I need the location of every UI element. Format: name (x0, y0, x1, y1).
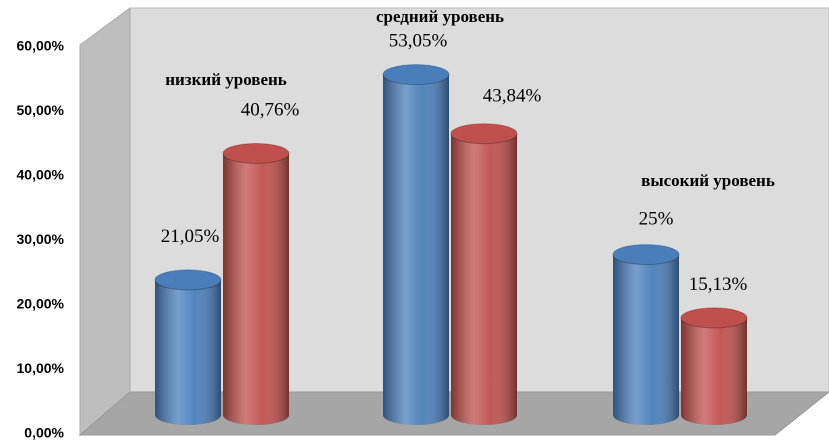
bar-shade (383, 74, 449, 416)
bar-shade (681, 317, 747, 415)
bar-top (222, 142, 290, 164)
value-label: 40,76% (241, 99, 300, 120)
category-label: высокий уровень (641, 171, 775, 190)
bar-shade (155, 279, 221, 415)
bar-top (450, 123, 518, 145)
y-tick-label: 40,00% (17, 167, 65, 183)
bar-top (612, 244, 680, 266)
value-label: 25% (639, 209, 674, 230)
y-tick-label: 10,00% (17, 360, 65, 376)
bar-top (382, 64, 450, 86)
value-label: 43,84% (483, 86, 542, 107)
value-label: 15,13% (689, 274, 748, 295)
side-wall (79, 7, 131, 437)
y-tick-label: 30,00% (17, 231, 65, 247)
y-tick-label: 50,00% (17, 102, 65, 118)
y-tick-label: 0,00% (24, 425, 64, 441)
category-label: средний уровень (376, 7, 504, 26)
y-tick-label: 60,00% (17, 38, 65, 54)
value-label: 53,05% (389, 31, 448, 52)
y-tick-label: 20,00% (17, 296, 65, 312)
bar-shade (451, 133, 517, 415)
bar-shade (223, 153, 289, 415)
value-label: 21,05% (161, 226, 220, 247)
category-label: низкий уровень (165, 70, 287, 89)
bar-top (154, 269, 222, 291)
bar-top (680, 307, 748, 329)
bar-shade (613, 254, 679, 415)
